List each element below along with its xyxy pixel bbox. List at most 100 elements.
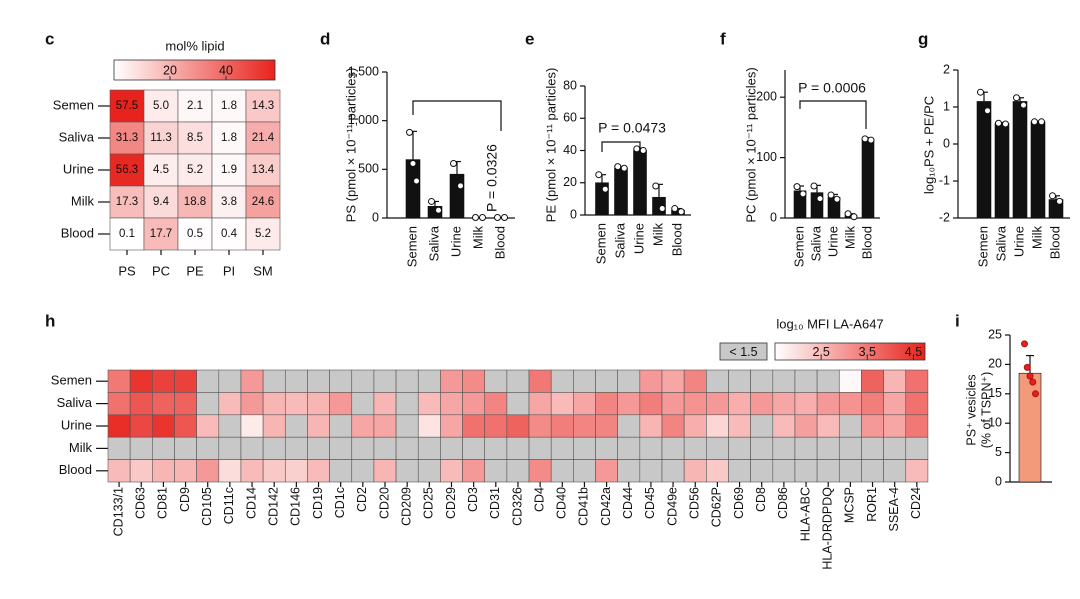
data-point — [1020, 101, 1027, 109]
heat-cell — [816, 392, 840, 416]
heat-cell — [329, 414, 353, 438]
panel-letter: c — [45, 29, 54, 48]
heat-cell — [706, 436, 729, 460]
data-point — [1038, 118, 1045, 126]
col-label: CD3 — [466, 487, 480, 512]
p-value: P = 0.0326 — [484, 144, 500, 212]
heat-cell — [838, 436, 862, 460]
heat-cell — [218, 369, 242, 393]
heat-cell — [905, 392, 929, 416]
col-label: CD86 — [776, 487, 790, 519]
col-label: CD44 — [621, 487, 635, 519]
col-label: MCSP — [843, 487, 857, 523]
heat-cell — [152, 459, 175, 483]
x-tick-label: Urine — [448, 226, 463, 257]
data-point — [614, 163, 622, 171]
heat-cell — [484, 392, 508, 416]
na-label: < 1.5 — [729, 345, 757, 359]
y-tick-label: 0 — [995, 474, 1002, 488]
heat-cell — [683, 414, 707, 438]
heat-cell — [750, 436, 774, 460]
data-point — [409, 159, 417, 167]
heat-cell — [595, 459, 618, 483]
heat-cell — [107, 369, 131, 393]
heat-cell — [462, 369, 486, 393]
heat-cell — [351, 414, 375, 438]
col-label: SSEA-4 — [887, 487, 901, 532]
heat-cell — [417, 392, 441, 416]
bar — [633, 150, 647, 216]
heat-cell — [639, 369, 663, 393]
heat-cell — [528, 436, 552, 460]
heat-cell — [550, 414, 574, 438]
heat-cell — [129, 369, 153, 393]
col-label: CD29 — [444, 487, 458, 519]
data-point — [827, 191, 835, 199]
heat-cell — [661, 392, 685, 416]
y-tick-label: 0 — [770, 210, 777, 224]
panel-letter: h — [45, 311, 55, 330]
heat-cell — [196, 392, 220, 416]
heat-cell — [883, 369, 907, 393]
data-point — [457, 182, 464, 190]
data-point — [1021, 340, 1028, 348]
p-value: P = 0.0006 — [798, 80, 866, 96]
heat-cell — [417, 369, 441, 393]
data-point — [435, 206, 442, 214]
cell-label: 1.8 — [221, 100, 237, 112]
heat-cell — [307, 459, 330, 483]
y-axis-label: PC (pmol × 10⁻¹¹ particles) — [743, 67, 758, 222]
data-point — [501, 214, 508, 222]
col-label: CD63 — [134, 487, 148, 519]
y-axis-label: PS⁺ vesicles — [964, 374, 978, 445]
y-axis-label: PE (pmol × 10⁻¹¹ particles) — [543, 68, 558, 223]
data-point — [671, 205, 679, 213]
heat-cell — [107, 392, 131, 416]
y-tick-label: 10 — [988, 415, 1002, 429]
x-tick-label: Urine — [631, 223, 646, 254]
heat-cell — [196, 436, 220, 460]
y-tick-label: 1 — [943, 99, 950, 113]
heat-cell — [262, 369, 286, 393]
heat-cell — [484, 414, 508, 438]
heat-cell — [728, 392, 751, 416]
data-point — [639, 147, 647, 154]
cell-label: 11.3 — [150, 132, 172, 144]
heat-cell — [861, 369, 884, 393]
heat-cell — [861, 392, 884, 416]
col-label: CD49e — [665, 487, 679, 526]
data-point — [850, 213, 858, 221]
bar — [614, 167, 628, 216]
y-tick-label: 500 — [358, 162, 379, 176]
data-point — [1013, 94, 1020, 102]
heat-cell — [174, 392, 197, 416]
colorbar-tick-label: 4.5 — [905, 345, 922, 359]
data-point — [816, 195, 824, 203]
cell-label: 9.4 — [153, 196, 170, 208]
heat-cell — [109, 121, 145, 155]
y-tick-label: 200 — [756, 89, 777, 103]
heat-cell — [794, 392, 818, 416]
cell-label: 17.3 — [116, 196, 138, 208]
panel-letter: d — [320, 29, 330, 48]
heat-cell — [262, 436, 286, 460]
heat-cell — [905, 436, 929, 460]
heat-cell — [750, 369, 774, 393]
heat-cell — [395, 369, 419, 393]
cell-label: 18.8 — [184, 196, 206, 208]
heat-cell — [218, 392, 242, 416]
heat-cell — [395, 392, 419, 416]
row-label: Saliva — [57, 395, 93, 410]
data-point — [1049, 192, 1056, 200]
heat-cell — [395, 459, 419, 483]
data-point — [413, 177, 420, 185]
cell-label: 1.9 — [221, 164, 237, 176]
y-tick-label: 15 — [988, 386, 1002, 400]
cell-label: 5.0 — [153, 100, 169, 112]
heat-cell — [861, 414, 884, 438]
data-point — [1002, 120, 1009, 128]
cell-label: 14.3 — [252, 100, 274, 112]
heat-cell — [143, 217, 179, 251]
x-tick-label: Blood — [669, 223, 684, 256]
heat-cell — [772, 369, 796, 393]
